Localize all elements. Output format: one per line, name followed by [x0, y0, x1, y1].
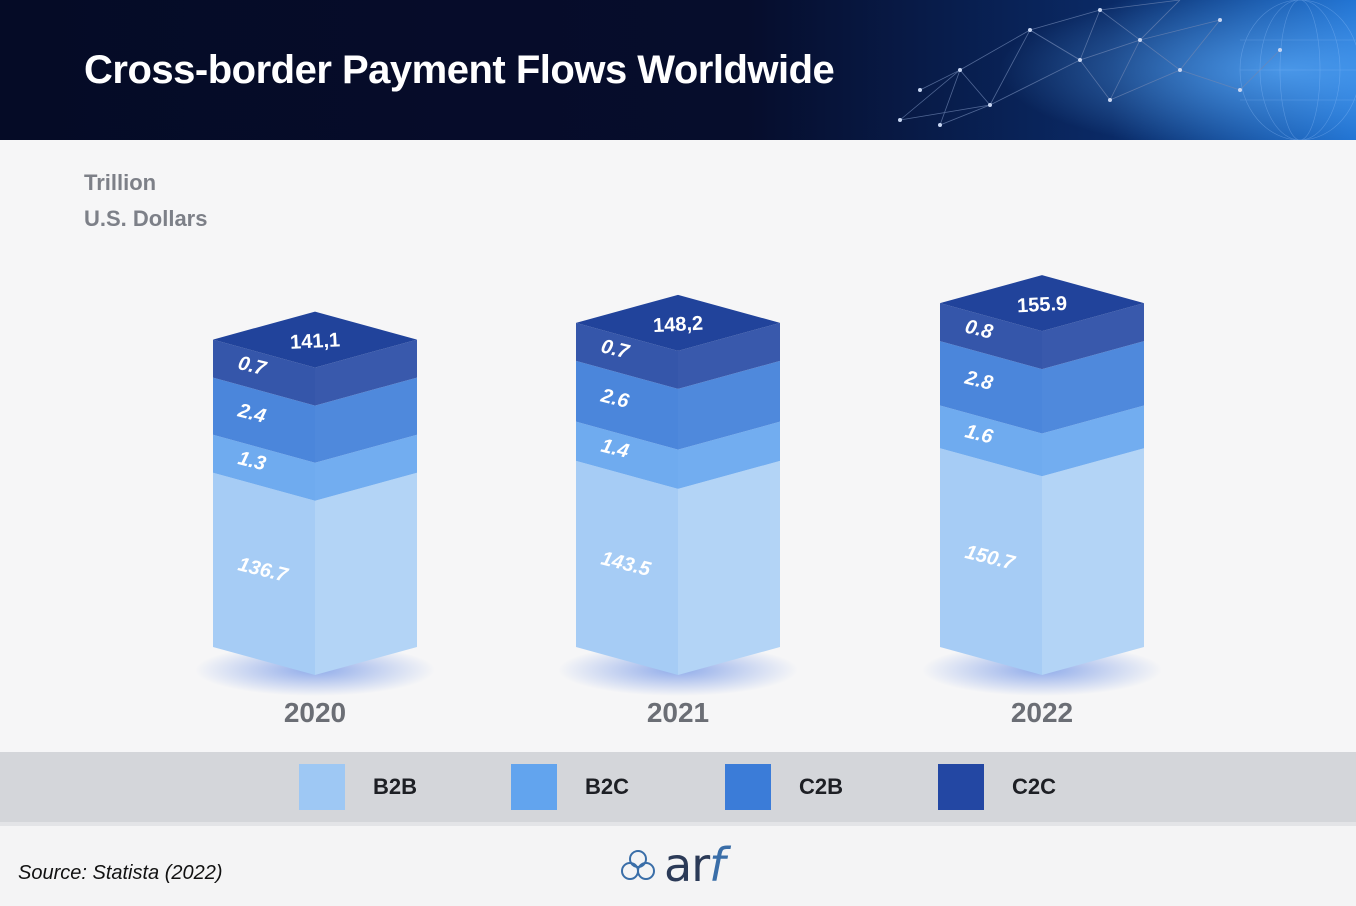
header-banner: Cross-border Payment Flows Worldwide: [0, 0, 1356, 140]
bar-segment-right-b2b-2021: [678, 460, 780, 675]
legend-item-b2c: B2C: [511, 764, 629, 810]
bar-segment-left-b2c-2020: [213, 434, 315, 501]
legend-item-c2b: C2B: [725, 764, 843, 810]
trefoil-logo-icon: [621, 850, 655, 880]
legend-swatch-b2c: [511, 764, 557, 810]
bar-segment-right-c2c-2021: [678, 322, 780, 389]
legend-swatch-c2b: [725, 764, 771, 810]
unit-label-line1: Trillion: [84, 170, 157, 195]
bar-segment-left-c2b-2022: [940, 341, 1042, 434]
bar-top-2021: [576, 294, 780, 351]
bar-segment-left-c2c-2021: [576, 322, 678, 389]
legend-swatch-c2c: [938, 764, 984, 810]
bar-top-2022: [940, 275, 1144, 332]
bar-segment-left-c2b-2021: [576, 360, 678, 450]
bar-segment-right-b2c-2020: [315, 434, 417, 501]
bar-segment-left-c2c-2022: [940, 303, 1042, 370]
legend-label-b2c: B2C: [585, 774, 630, 799]
total-label-2022: 155.9: [1017, 293, 1068, 318]
legend: B2B B2C C2B C2C: [0, 752, 1356, 826]
bar-top-2020: [213, 311, 417, 368]
chart-area: Trillion U.S. Dollars 136.7 1.3 2.4 0.7 141,…: [0, 140, 1356, 752]
total-label-2020: 141,1: [290, 329, 341, 354]
arf-logo: arf: [616, 838, 725, 892]
stacked-bar-chart: 136.71.32.40.7141,12020143.51.42.60.7148…: [195, 275, 1162, 728]
bar-segment-left-b2b-2021: [576, 460, 678, 675]
bar-segment-right-c2c-2020: [315, 339, 417, 406]
bar-segment-right-b2c-2022: [1042, 405, 1144, 477]
legend-label-b2b: B2B: [373, 774, 418, 799]
bar-segment-right-b2b-2022: [1042, 448, 1144, 675]
legend-label-c2c: C2C: [1012, 774, 1057, 799]
category-label-2021: 2021: [647, 697, 709, 728]
bar-segment-left-b2c-2021: [576, 421, 678, 489]
bar-segment-left-c2b-2020: [213, 377, 315, 463]
category-label-2020: 2020: [284, 697, 346, 728]
bar-segment-right-c2b-2022: [1042, 341, 1144, 434]
bar-segment-right-b2c-2021: [678, 421, 780, 489]
bar-segment-left-c2c-2020: [213, 339, 315, 406]
chart-title: Cross-border Payment Flows Worldwide: [84, 48, 835, 92]
source-note: Source: Statista (2022): [18, 862, 223, 884]
legend-swatch-b2b: [299, 764, 345, 810]
bar-segment-left-b2c-2022: [940, 405, 1042, 477]
bar-segment-right-c2c-2022: [1042, 303, 1144, 370]
legend-item-c2c: C2C: [938, 764, 1056, 810]
logo-wordmark: arf: [664, 838, 725, 892]
network-graphic-icon: [880, 0, 1356, 140]
bar-segment-right-c2b-2021: [678, 360, 780, 450]
unit-label-line2: U.S. Dollars: [84, 206, 208, 231]
legend-item-b2b: B2B: [299, 764, 417, 810]
bar-segment-left-b2b-2020: [213, 472, 315, 675]
legend-label-c2b: C2B: [799, 774, 844, 799]
total-label-2021: 148,2: [653, 313, 704, 338]
bar-segment-left-b2b-2022: [940, 448, 1042, 675]
bar-segment-right-c2b-2020: [315, 377, 417, 463]
category-label-2022: 2022: [1011, 697, 1073, 728]
bar-segment-right-b2b-2020: [315, 472, 417, 675]
